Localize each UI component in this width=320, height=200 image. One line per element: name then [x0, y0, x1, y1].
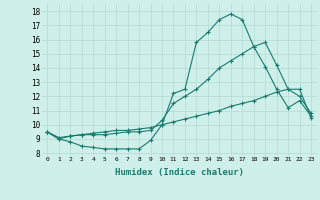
X-axis label: Humidex (Indice chaleur): Humidex (Indice chaleur) [115, 168, 244, 177]
